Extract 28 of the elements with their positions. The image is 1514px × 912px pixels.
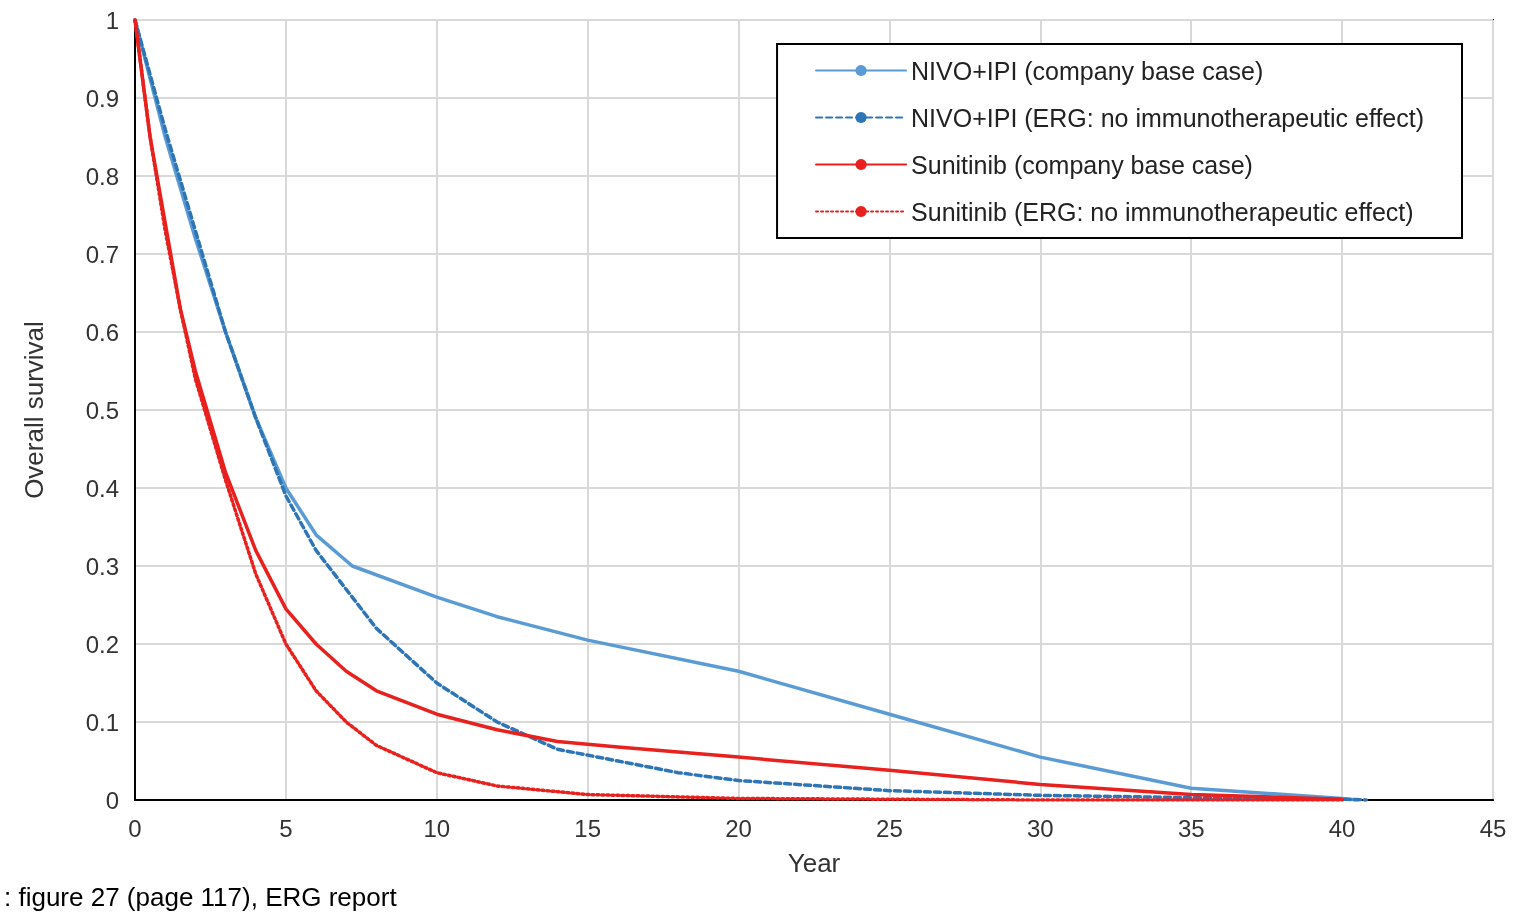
x-tick-label: 40	[1328, 814, 1356, 842]
x-tick-label: 5	[279, 814, 293, 842]
legend-label: NIVO+IPI (company base case)	[911, 56, 1264, 85]
x-tick-label: 20	[725, 814, 752, 842]
y-tick-label: 0.4	[85, 474, 119, 502]
x-axis-title: Year	[787, 848, 841, 878]
x-tick-label: 0	[128, 814, 142, 842]
x-tick-label: 25	[876, 814, 903, 842]
y-tick-label: 0.9	[85, 84, 119, 112]
y-axis-title: Overall survival	[19, 321, 49, 499]
x-tick-label: 15	[574, 814, 602, 842]
y-tick-label: 0.1	[85, 708, 119, 736]
y-tick-label: 0.2	[85, 630, 119, 658]
x-tick-label: 30	[1026, 814, 1054, 842]
y-tick-label: 0.6	[85, 318, 119, 346]
y-tick-label: 0	[105, 786, 119, 814]
legend-label: Sunitinib (ERG: no immunotherapeutic effect)	[911, 197, 1414, 226]
legend-label: NIVO+IPI (ERG: no immunotherapeutic effect)	[911, 103, 1424, 132]
y-tick-label: 0.5	[85, 396, 119, 424]
y-tick-label: 0.8	[85, 162, 119, 190]
x-tick-label: 10	[423, 814, 451, 842]
text: : figure 27 (page 117), ERG report	[4, 882, 398, 912]
legend-label: Sunitinib (company base case)	[911, 150, 1253, 179]
x-tick-label: 35	[1177, 814, 1205, 842]
x-tick-label: 45	[1479, 814, 1507, 842]
y-tick-label: 0.3	[85, 552, 119, 580]
y-tick-label: 1	[105, 6, 119, 34]
y-tick-label: 0.7	[85, 240, 119, 268]
